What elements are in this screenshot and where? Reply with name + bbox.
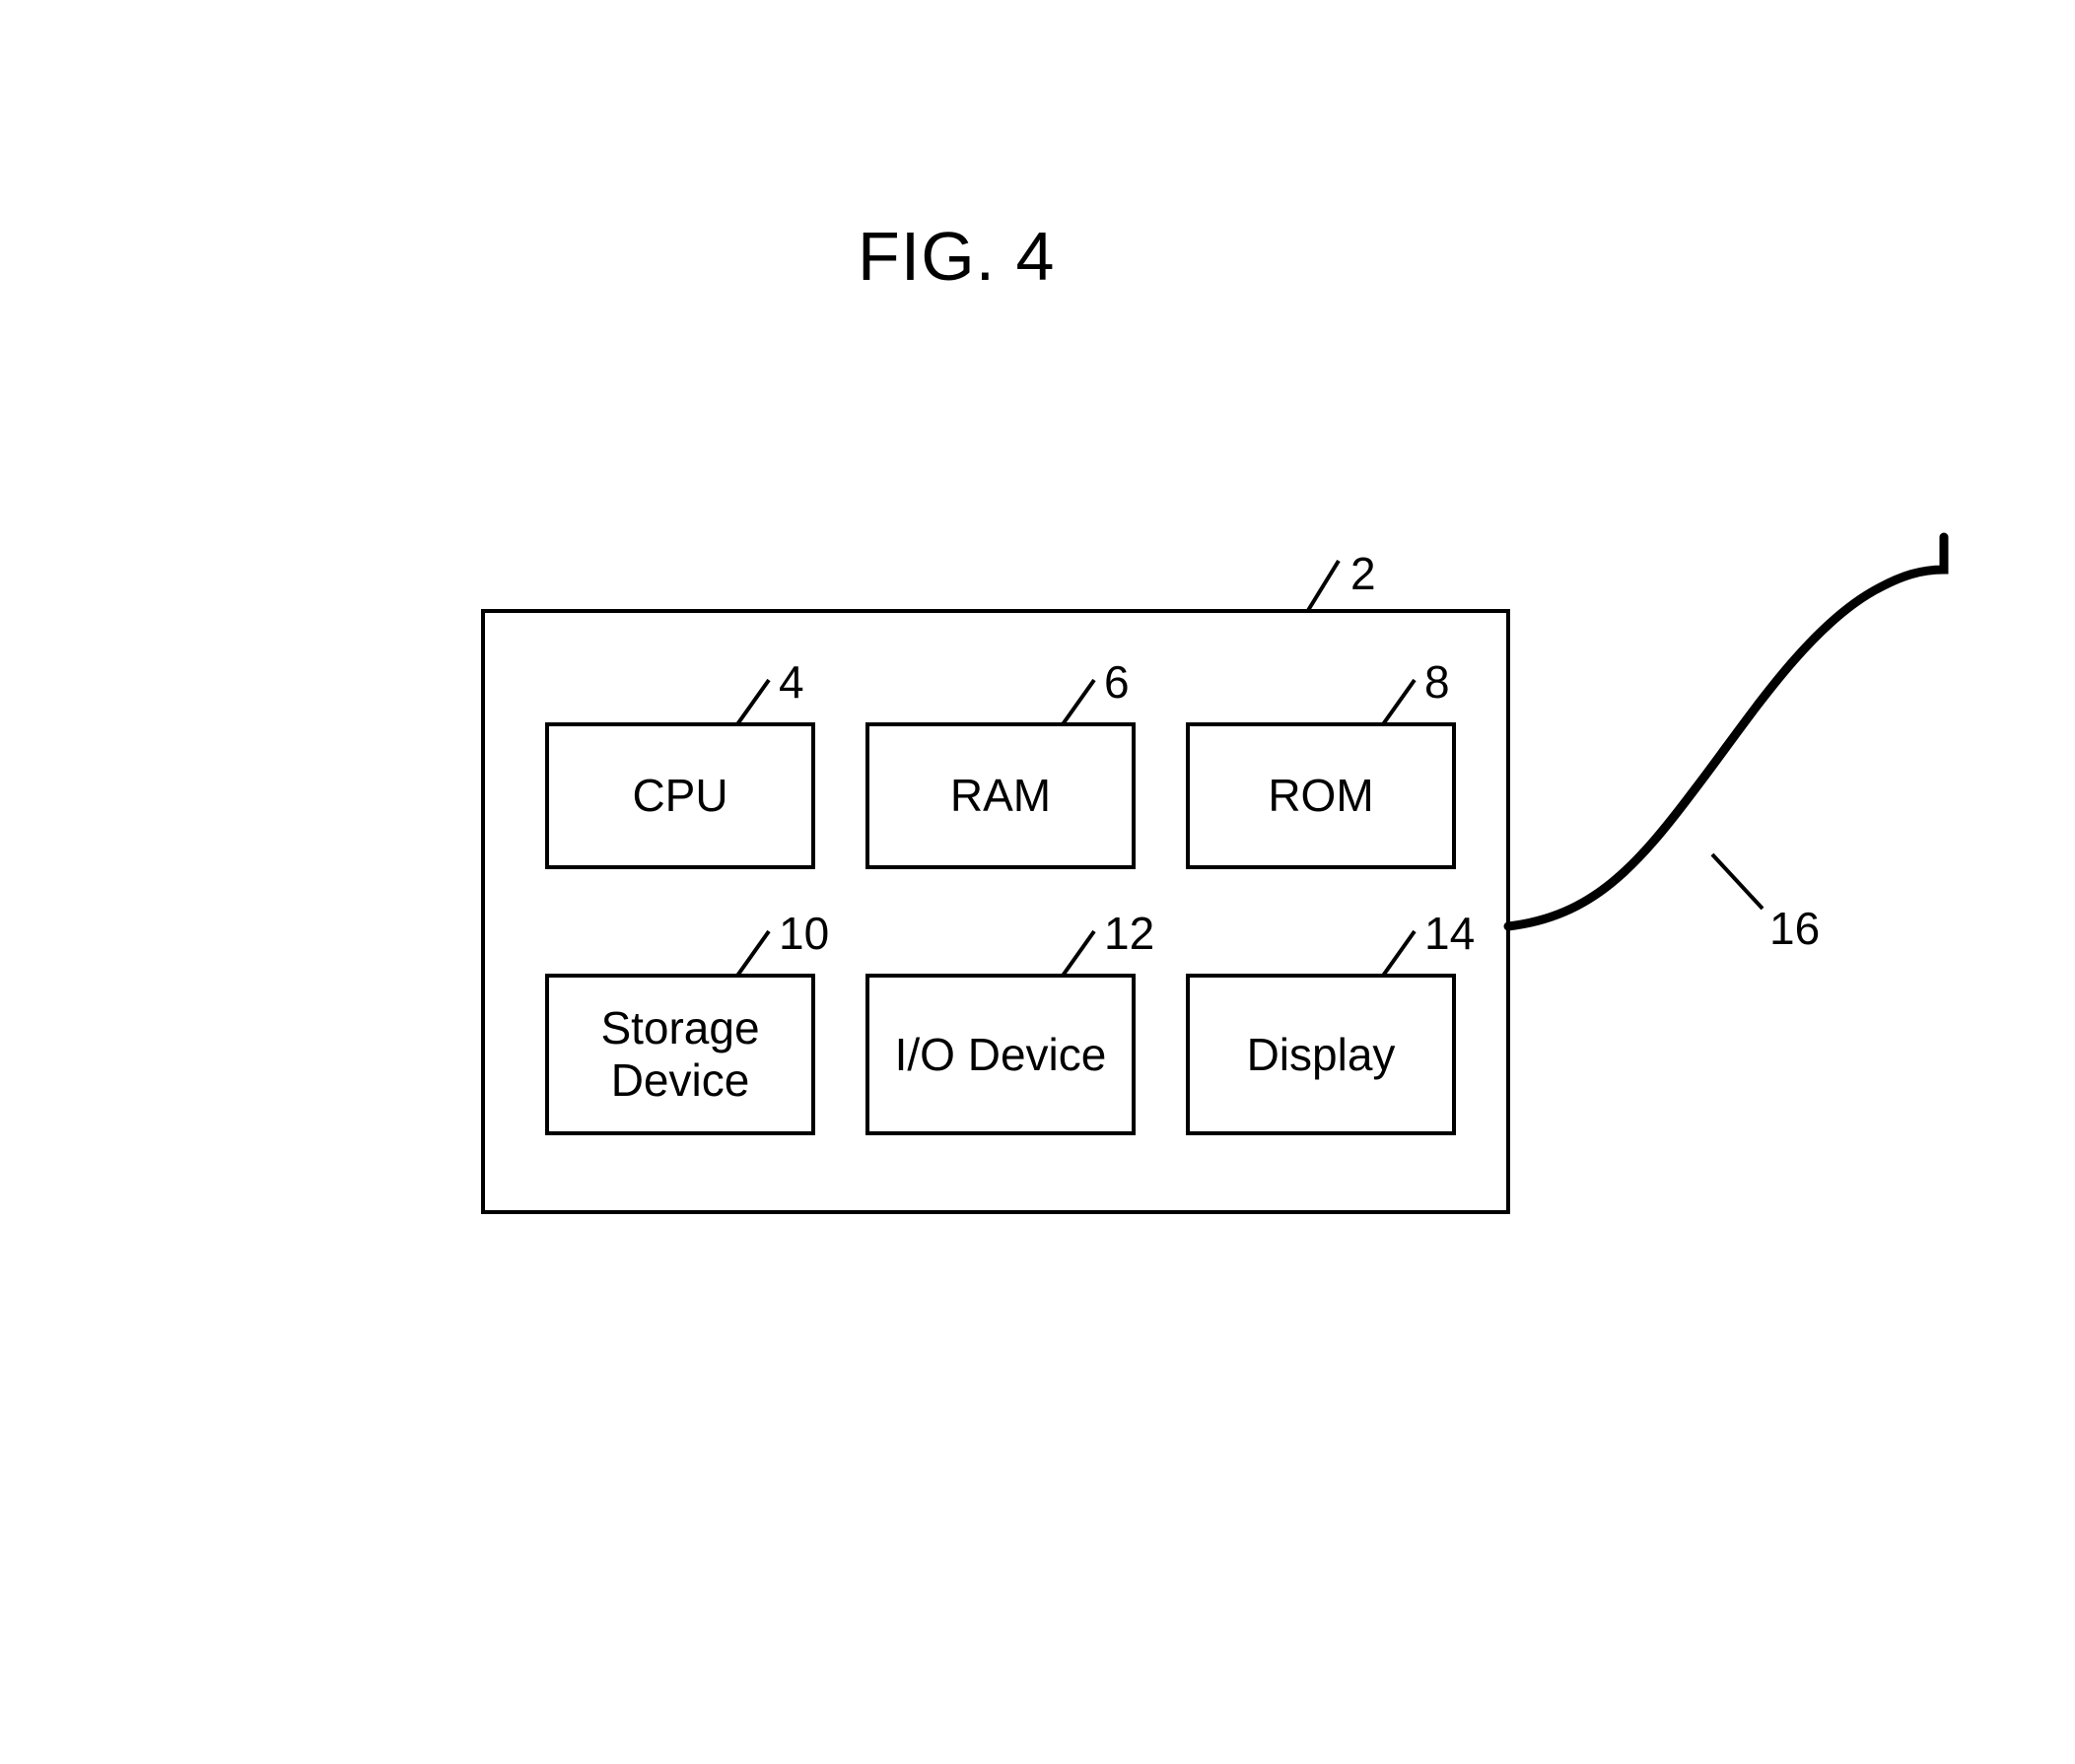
label-ram-text: RAM	[950, 770, 1051, 822]
label-io-text: I/O Device	[895, 1029, 1107, 1081]
ref-tick-6	[1063, 680, 1094, 724]
label-display-text: Display	[1247, 1029, 1396, 1081]
ref-tick-4	[737, 680, 769, 724]
ref-label-16: 16	[1769, 902, 1820, 955]
ref-tick-16	[1712, 854, 1763, 909]
label-rom: ROM	[1188, 724, 1454, 867]
figure-canvas: FIG. 4 2 4 6 8 10 12 14 16 CPU RAM	[0, 0, 2075, 1764]
label-io: I/O Device	[867, 976, 1134, 1133]
diagram-svg	[0, 0, 2075, 1764]
ref-tick-14	[1383, 931, 1415, 976]
label-ram: RAM	[867, 724, 1134, 867]
ref-label-10: 10	[779, 907, 829, 960]
label-storage-text: Storage Device	[600, 1002, 759, 1107]
ref-label-6: 6	[1104, 655, 1130, 709]
ref-tick-10	[737, 931, 769, 976]
label-cpu: CPU	[547, 724, 813, 867]
ref-label-12: 12	[1104, 907, 1154, 960]
ref-label-14: 14	[1424, 907, 1475, 960]
ref-tick-2	[1307, 561, 1339, 612]
ref-label-8: 8	[1424, 655, 1450, 709]
label-cpu-text: CPU	[632, 770, 727, 822]
label-rom-text: ROM	[1268, 770, 1373, 822]
label-storage: Storage Device	[547, 976, 813, 1133]
ref-tick-12	[1063, 931, 1094, 976]
ref-tick-8	[1383, 680, 1415, 724]
ref-label-2: 2	[1350, 547, 1376, 600]
label-display: Display	[1188, 976, 1454, 1133]
ref-label-4: 4	[779, 655, 804, 709]
